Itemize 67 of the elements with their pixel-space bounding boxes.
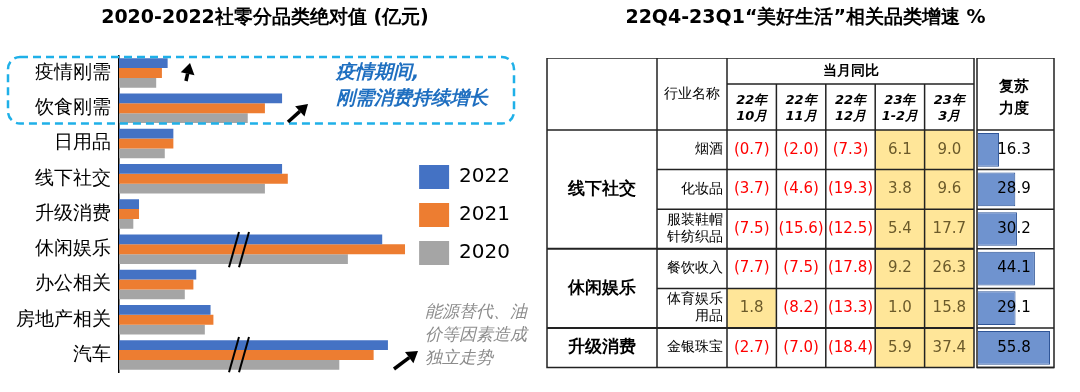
data-label: (8.2) (783, 298, 819, 317)
legend-label: 2021 (459, 201, 511, 226)
chart-title: 22Q4-23Q1“美好生活”相关品类增速 % (624, 4, 987, 29)
legend-label: 2020 (459, 239, 511, 264)
data-label: 1.8 (739, 298, 764, 317)
y-tick-label: 房地产相关 (16, 306, 111, 329)
data-label: (2.7) (733, 337, 770, 356)
y-tick-label: 办公相关 (35, 271, 111, 294)
data-label: (19.3) (827, 179, 874, 198)
data-label: (18.4) (827, 337, 874, 356)
x-tick-label: 22年10月 (736, 91, 770, 123)
x-tick-label: 22年11月 (785, 91, 819, 123)
y-tick-label: 汽车 (73, 341, 111, 364)
x-tick-label: 22年12月 (834, 91, 869, 123)
data-label: (4.6) (783, 179, 819, 198)
y-axis-title: 行业名称 (664, 84, 720, 101)
y-tick-label: 休闲娱乐 (35, 236, 111, 259)
x-axis-title: 当月同比 (822, 61, 879, 78)
data-label: (7.5) (783, 258, 819, 277)
data-label: 9.2 (887, 258, 912, 277)
annotation: 疫情期间, (336, 59, 421, 84)
data-label: 55.8 (997, 337, 1031, 356)
y-tick-label: 烟酒 (695, 140, 723, 157)
data-label: 26.3 (932, 258, 966, 277)
data-label: 5.9 (887, 337, 912, 356)
data-label: (7.3) (832, 139, 869, 158)
x-tick-label: 23年1-2月 (881, 91, 919, 123)
data-label: 9.0 (937, 139, 962, 158)
data-label: 5.4 (887, 218, 912, 237)
chart-title: 复苏力度 (998, 76, 1029, 117)
y-tick-label: 餐饮收入 (667, 259, 723, 276)
text: 升级消费 (567, 336, 636, 357)
data-label: 37.4 (932, 337, 966, 356)
data-label: (12.5) (827, 218, 874, 237)
data-label: (7.7) (733, 258, 770, 277)
text: 能源替代、油价等因素造成独立走势 (425, 300, 530, 369)
data-label: (17.8) (827, 258, 874, 277)
data-label: (7.5) (733, 218, 770, 237)
data-label: (2.0) (783, 139, 819, 158)
y-tick-label: 疫情刚需 (35, 59, 111, 82)
data-label: 6.1 (887, 139, 912, 158)
data-label: 1.0 (887, 298, 912, 317)
data-label: 9.6 (937, 179, 962, 198)
data-label: 44.1 (997, 258, 1031, 277)
text: 休闲娱乐 (567, 276, 636, 297)
y-tick-label: 化妆品 (681, 180, 723, 197)
data-label: (13.3) (827, 298, 874, 317)
data-label: (7.0) (783, 337, 819, 356)
data-label: (3.7) (733, 179, 770, 198)
y-tick-label: 服装鞋帽针纺织品 (666, 211, 723, 245)
annotation: 刚需消费持续增长 (336, 85, 488, 110)
data-label: (15.6) (778, 218, 824, 237)
data-label: 16.3 (997, 139, 1031, 158)
chart-title: 2020-2022社零分品类绝对值 (亿元) (100, 4, 430, 29)
y-tick-label: 升级消费 (35, 200, 111, 223)
data-label: 17.7 (932, 218, 966, 237)
y-tick-label: 饮食刚需 (34, 95, 111, 118)
data-label: 3.8 (887, 179, 912, 198)
data-label: 15.8 (932, 298, 966, 317)
y-tick-label: 线下社交 (35, 165, 111, 188)
y-tick-label: 体育娱乐用品 (667, 290, 723, 324)
y-tick-label: 日用品 (54, 130, 111, 153)
data-label: (0.7) (733, 139, 770, 158)
y-tick-label: 金银珠宝 (667, 338, 723, 355)
text: 线下社交 (567, 177, 636, 198)
legend-label: 2022 (459, 163, 511, 188)
x-tick-label: 23年3月 (933, 91, 967, 123)
